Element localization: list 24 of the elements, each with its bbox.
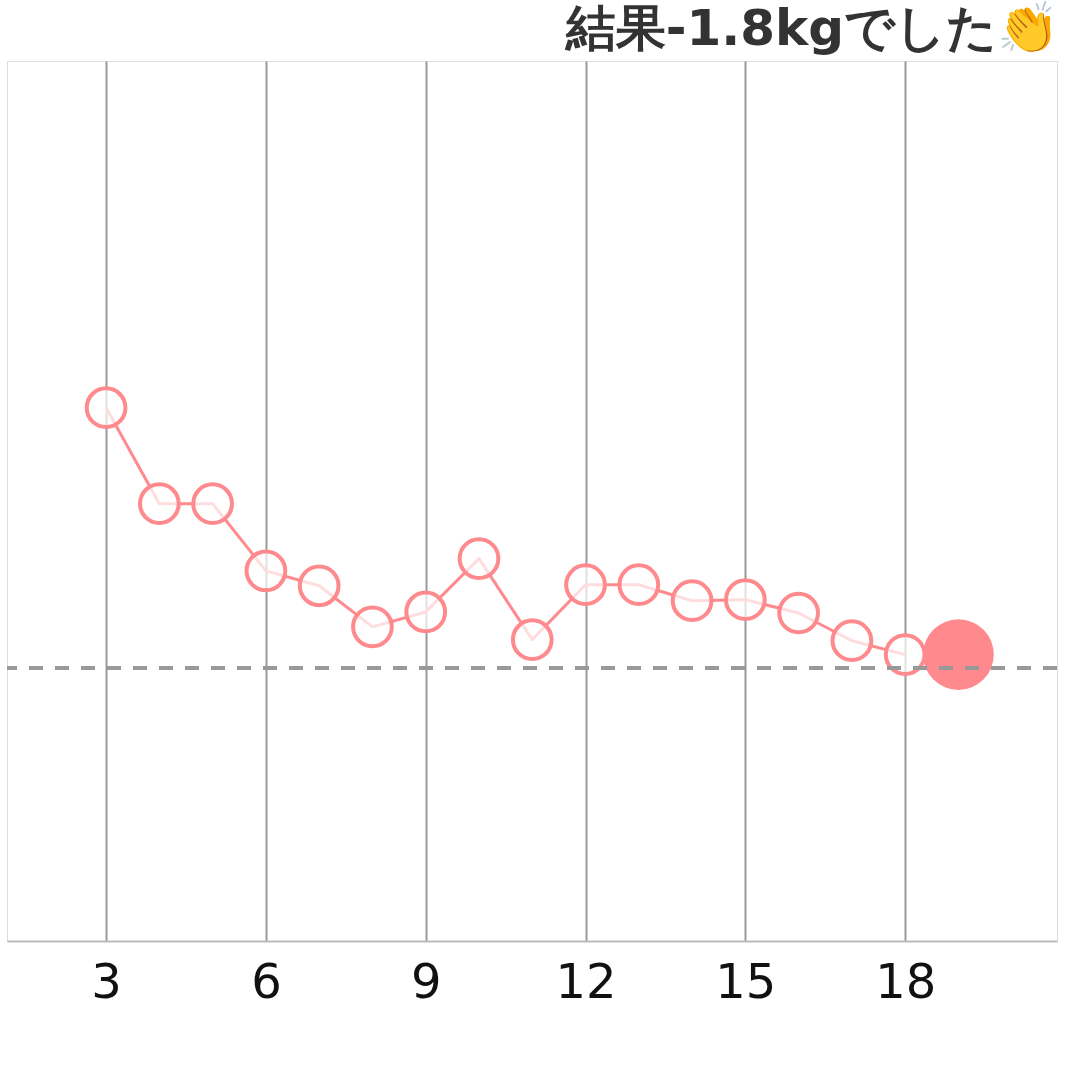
point [670,579,714,623]
point [351,605,394,649]
point [137,482,181,525]
point [457,537,501,580]
x-tick-label: 9 [410,952,442,1009]
chart-title: 結果-1.8kgでした👏 [563,0,1059,57]
point [84,386,128,429]
point [244,549,288,593]
point [404,590,448,634]
point [777,591,820,635]
x-tick-label: 3 [91,952,122,1009]
x-tick-label: 6 [251,952,282,1009]
point [923,619,994,690]
point [191,482,234,525]
point [564,563,607,607]
point [883,633,927,676]
point [510,618,554,661]
point [723,578,767,621]
point [297,564,341,608]
x-tick-label: 15 [715,952,777,1009]
point [617,563,661,607]
x-tick-label: 18 [875,952,937,1009]
x-tick-label: 12 [555,952,617,1009]
point [830,619,874,663]
